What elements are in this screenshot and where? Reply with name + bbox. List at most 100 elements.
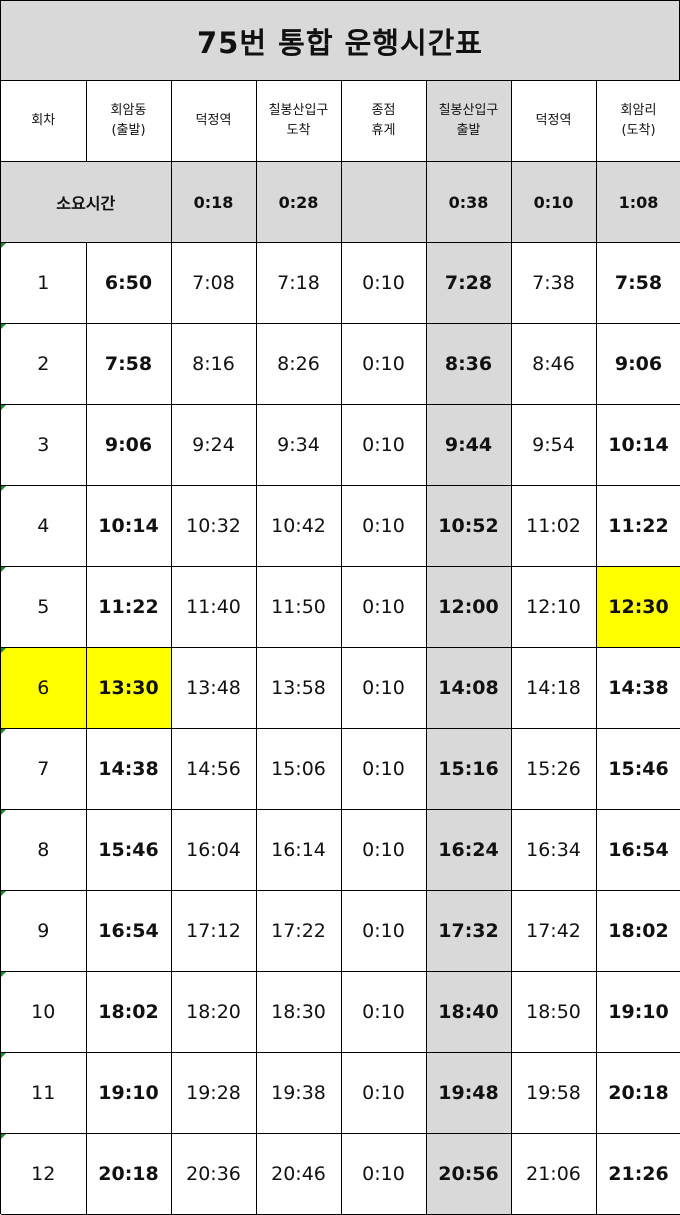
trip-number-cell: 2	[1, 323, 87, 405]
trip-number-cell: 1	[1, 242, 87, 324]
trip-number-cell: 3	[1, 404, 87, 486]
hoeam-ri-arrive-cell: 10:14	[596, 404, 680, 486]
chilbongsan-arrive-cell: 7:18	[256, 242, 342, 324]
hoeam-ri-arrive-cell: 20:18	[596, 1052, 680, 1134]
chilbongsan-arrive-cell: 11:50	[256, 566, 342, 648]
hoeam-dong-depart-cell: 18:02	[86, 971, 172, 1053]
chilbongsan-arrive-cell: 18:30	[256, 971, 342, 1053]
page-title: 75번 통합 운행시간표	[1, 1, 680, 81]
terminal-rest-cell: 0:10	[341, 404, 427, 486]
deokjeong-station-cell: 8:16	[171, 323, 257, 405]
table-row: 12 20:18 20:36 20:46 0:10 20:56 21:06 21:26	[1, 1133, 680, 1215]
chilbongsan-arrive-cell: 10:42	[256, 485, 342, 567]
chilbongsan-arrive-cell: 9:34	[256, 404, 342, 486]
deokjeong-return-cell: 15:26	[511, 728, 597, 810]
chilbongsan-arrive-cell: 16:14	[256, 809, 342, 891]
trip-number-cell: 7	[1, 728, 87, 810]
deokjeong-return-cell: 14:18	[511, 647, 597, 729]
hoeam-ri-arrive-cell: 18:02	[596, 890, 680, 972]
chilbongsan-arrive-cell: 17:22	[256, 890, 342, 972]
chilbongsan-depart-cell: 15:16	[426, 728, 512, 810]
hoeam-dong-depart-cell: 20:18	[86, 1133, 172, 1215]
table-row: 8 15:46 16:04 16:14 0:10 16:24 16:34 16:54	[1, 809, 680, 891]
trip-number-cell: 10	[1, 971, 87, 1053]
duration-cell: 0:18	[171, 161, 257, 243]
hoeam-ri-arrive-cell: 19:10	[596, 971, 680, 1053]
trip-number-cell: 12	[1, 1133, 87, 1215]
chilbongsan-depart-cell: 8:36	[426, 323, 512, 405]
terminal-rest-cell: 0:10	[341, 566, 427, 648]
header-chilbongsan-arrive: 칠봉산입구 도착	[256, 81, 342, 162]
terminal-rest-cell: 0:10	[341, 323, 427, 405]
deokjeong-return-cell: 11:02	[511, 485, 597, 567]
deokjeong-return-cell: 18:50	[511, 971, 597, 1053]
deokjeong-return-cell: 9:54	[511, 404, 597, 486]
chilbongsan-depart-cell: 14:08	[426, 647, 512, 729]
duration-cell: 0:38	[426, 161, 512, 243]
table-row: 10 18:02 18:20 18:30 0:10 18:40 18:50 19:10	[1, 971, 680, 1053]
hoeam-dong-depart-cell: 6:50	[86, 242, 172, 324]
chilbongsan-depart-cell: 19:48	[426, 1052, 512, 1134]
deokjeong-station-cell: 17:12	[171, 890, 257, 972]
deokjeong-return-cell: 7:38	[511, 242, 597, 324]
hoeam-dong-depart-cell: 7:58	[86, 323, 172, 405]
terminal-rest-cell: 0:10	[341, 485, 427, 567]
table-row: 3 9:06 9:24 9:34 0:10 9:44 9:54 10:14	[1, 404, 680, 486]
deokjeong-station-cell: 13:48	[171, 647, 257, 729]
table-row: 1 6:50 7:08 7:18 0:10 7:28 7:38 7:58	[1, 242, 680, 324]
deokjeong-return-cell: 12:10	[511, 566, 597, 648]
terminal-rest-cell: 0:10	[341, 1133, 427, 1215]
deokjeong-return-cell: 17:42	[511, 890, 597, 972]
chilbongsan-arrive-cell: 13:58	[256, 647, 342, 729]
duration-cell: 1:08	[596, 161, 680, 243]
header-deokjeong-station-return: 덕정역	[511, 81, 597, 162]
deokjeong-station-cell: 9:24	[171, 404, 257, 486]
hoeam-ri-arrive-cell: 16:54	[596, 809, 680, 891]
table-row: 9 16:54 17:12 17:22 0:10 17:32 17:42 18:02	[1, 890, 680, 972]
deokjeong-station-cell: 19:28	[171, 1052, 257, 1134]
chilbongsan-depart-cell: 16:24	[426, 809, 512, 891]
header-deokjeong-station: 덕정역	[171, 81, 257, 162]
trip-number-cell: 4	[1, 485, 87, 567]
deokjeong-station-cell: 20:36	[171, 1133, 257, 1215]
chilbongsan-depart-cell: 20:56	[426, 1133, 512, 1215]
header-row: 회차 회암동 (출발) 덕정역 칠봉산입구 도착 종점 휴게 칠봉산입구 출발 덕정역 …	[1, 81, 680, 162]
chilbongsan-arrive-cell: 20:46	[256, 1133, 342, 1215]
trip-number-cell: 6	[1, 647, 87, 729]
hoeam-ri-arrive-cell: 15:46	[596, 728, 680, 810]
trip-number-cell: 9	[1, 890, 87, 972]
deokjeong-return-cell: 19:58	[511, 1052, 597, 1134]
deokjeong-station-cell: 11:40	[171, 566, 257, 648]
header-terminal-rest: 종점 휴게	[341, 81, 427, 162]
terminal-rest-cell: 0:10	[341, 890, 427, 972]
terminal-rest-cell: 0:10	[341, 971, 427, 1053]
duration-cell: 0:10	[511, 161, 597, 243]
duration-row: 소요시간 0:18 0:28 0:38 0:10 1:08	[1, 161, 680, 243]
deokjeong-return-cell: 16:34	[511, 809, 597, 891]
hoeam-ri-arrive-cell: 7:58	[596, 242, 680, 324]
deokjeong-return-cell: 21:06	[511, 1133, 597, 1215]
table-row: 6 13:30 13:48 13:58 0:10 14:08 14:18 14:38	[1, 647, 680, 729]
hoeam-dong-depart-cell: 15:46	[86, 809, 172, 891]
trip-number-cell: 5	[1, 566, 87, 648]
chilbongsan-depart-cell: 9:44	[426, 404, 512, 486]
deokjeong-station-cell: 10:32	[171, 485, 257, 567]
deokjeong-station-cell: 16:04	[171, 809, 257, 891]
deokjeong-return-cell: 8:46	[511, 323, 597, 405]
chilbongsan-arrive-cell: 19:38	[256, 1052, 342, 1134]
table-row: 7 14:38 14:56 15:06 0:10 15:16 15:26 15:46	[1, 728, 680, 810]
header-chilbongsan-depart: 칠봉산입구 출발	[426, 81, 512, 162]
hoeam-dong-depart-cell: 14:38	[86, 728, 172, 810]
terminal-rest-cell: 0:10	[341, 1052, 427, 1134]
duration-label: 소요시간	[1, 161, 172, 243]
hoeam-dong-depart-cell: 19:10	[86, 1052, 172, 1134]
chilbongsan-depart-cell: 18:40	[426, 971, 512, 1053]
chilbongsan-depart-cell: 17:32	[426, 890, 512, 972]
header-hoeam-ri-arrive: 회암리 (도착)	[596, 81, 680, 162]
timetable: 회차 회암동 (출발) 덕정역 칠봉산입구 도착 종점 휴게 칠봉산입구 출발 덕정역 …	[1, 81, 680, 1215]
hoeam-ri-arrive-cell: 14:38	[596, 647, 680, 729]
hoeam-ri-arrive-cell: 12:30	[596, 566, 680, 648]
table-row: 2 7:58 8:16 8:26 0:10 8:36 8:46 9:06	[1, 323, 680, 405]
hoeam-dong-depart-cell: 13:30	[86, 647, 172, 729]
